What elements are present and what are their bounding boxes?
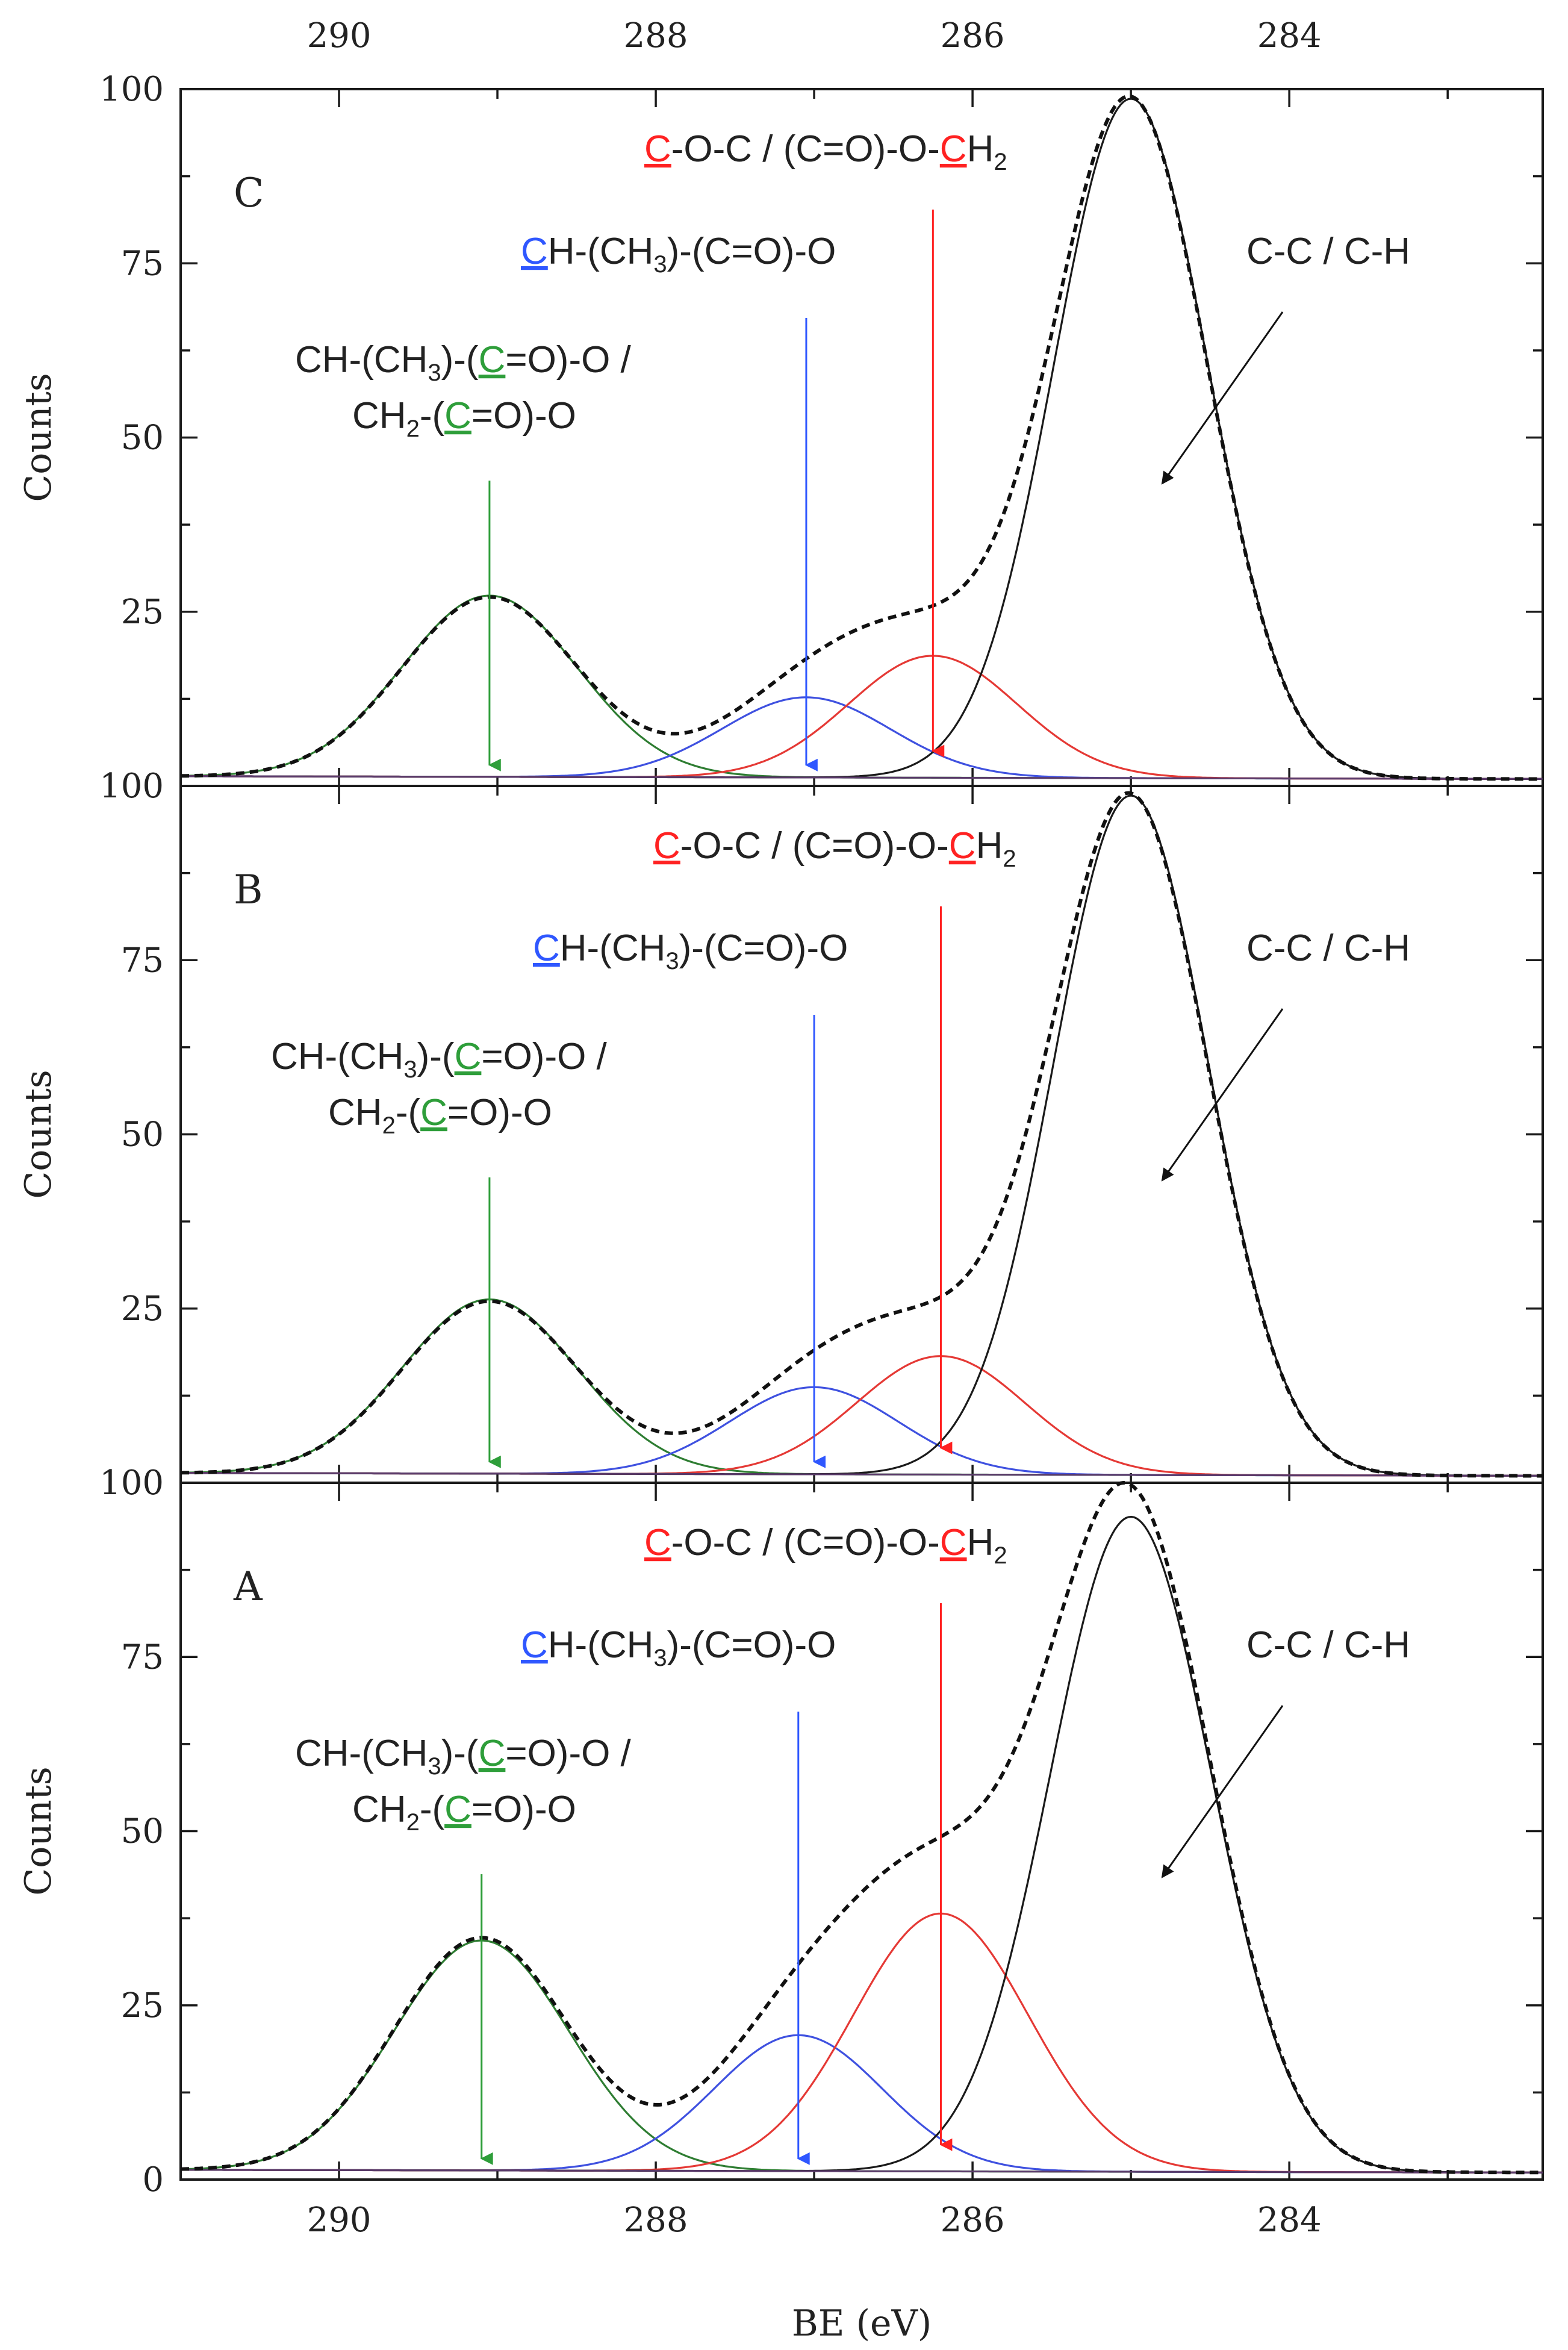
x-tick-label-bottom: 286: [941, 2201, 1005, 2240]
component-peak-3: [181, 696, 1543, 780]
background-line: [180, 775, 1543, 780]
y-tick-label: 75: [121, 1638, 164, 1677]
measured-envelope: [181, 94, 1543, 781]
x-tick-label-top: 286: [941, 16, 1005, 55]
x-tick-label-top: 288: [624, 16, 688, 55]
y-tick-label: 25: [121, 593, 164, 632]
y-tick-label: 0: [142, 2160, 164, 2199]
component-peak-4: [181, 594, 1543, 780]
arrow-cc: [1161, 1008, 1284, 1182]
annotation-ch-c: CH-(CH3)-(C=O)-O: [521, 231, 836, 278]
annotation-carbonyl-line1: CH-(CH3)-(C=O)-O /: [295, 339, 632, 386]
y-tick-label: 75: [121, 941, 164, 980]
panel-a: 0 25 50 75 100 Counts A C-O-C / (C=O)-O-CH2 CH-(…: [17, 1463, 1544, 2199]
panel-b: 25 50 75 100 Counts B C-O-C / (C=O)-O-CH2 CH-(C…: [17, 767, 1544, 1484]
y-axis-title: Counts: [17, 1070, 60, 1198]
panel-letter: C: [234, 170, 264, 216]
y-tick-label: 100: [99, 70, 164, 109]
annotation-ester-c: C-O-C / (C=O)-O-CH2: [644, 128, 1007, 175]
background-line: [180, 1472, 1543, 1477]
measured-envelope: [180, 1480, 1543, 2175]
y-tick-label: 25: [121, 1986, 164, 2025]
component-peak-3: [181, 2034, 1543, 2174]
y-tick-label: 50: [121, 419, 164, 458]
panel-letter: B: [234, 867, 263, 913]
component-peak-1: [181, 98, 1543, 780]
plot-frame: [179, 1482, 1544, 2181]
component-peak-4: [180, 1939, 1543, 2174]
y-tick-label: 50: [121, 1812, 164, 1851]
annotation-carbonyl-line1: CH-(CH3)-(C=O)-O /: [271, 1036, 608, 1083]
y-tick-label: 100: [99, 767, 164, 806]
arrow-cc: [1161, 311, 1284, 485]
annotation-carbonyl-line2: CH2-(C=O)-O: [328, 1092, 552, 1139]
annotation-ester-c: C-O-C / (C=O)-O-CH2: [644, 1522, 1007, 1569]
y-tick-label: 50: [121, 1115, 164, 1155]
annotation-carbonyl-line1: CH-(CH3)-(C=O)-O /: [295, 1733, 632, 1780]
x-tick-label-bottom: 288: [624, 2201, 688, 2240]
background-line: [180, 2169, 1543, 2174]
x-tick-label-top: 284: [1257, 16, 1322, 55]
y-tick-label: 100: [99, 1463, 164, 1503]
y-tick-label: 75: [121, 244, 164, 283]
x-axis-title: BE (eV): [792, 2302, 932, 2345]
annotation-ch-c: CH-(CH3)-(C=O)-O: [533, 927, 848, 974]
annotation-carbonyl-line2: CH2-(C=O)-O: [352, 1789, 576, 1836]
measured-envelope: [180, 791, 1543, 1478]
annotation-cc-ch: C-C / C-H: [1246, 231, 1410, 272]
x-tick-label-top: 290: [307, 16, 372, 55]
annotation-cc-ch: C-C / C-H: [1246, 927, 1410, 969]
y-axis-title: Counts: [17, 373, 60, 502]
plot-frame: [179, 88, 1544, 787]
annotation-cc-ch: C-C / C-H: [1246, 1624, 1410, 1666]
x-tick-label-bottom: 290: [307, 2201, 372, 2240]
arrow-cc: [1161, 1705, 1284, 1878]
panel-letter: A: [233, 1563, 263, 1610]
y-axis-title: Counts: [17, 1766, 60, 1895]
component-peak-1: [181, 1515, 1543, 2174]
x-tick-label-bottom: 284: [1257, 2201, 1322, 2240]
annotation-ch-c: CH-(CH3)-(C=O)-O: [521, 1624, 836, 1671]
component-peak-3: [181, 1386, 1543, 1477]
annotation-carbonyl-line2: CH2-(C=O)-O: [352, 395, 576, 442]
panel-c: 25 50 75 100 Counts C C-O-C / (C=O)-O-CH2 CH-(C…: [17, 70, 1544, 787]
y-tick-label: 25: [121, 1289, 164, 1329]
annotation-ester-c: C-O-C / (C=O)-O-CH2: [653, 825, 1016, 872]
